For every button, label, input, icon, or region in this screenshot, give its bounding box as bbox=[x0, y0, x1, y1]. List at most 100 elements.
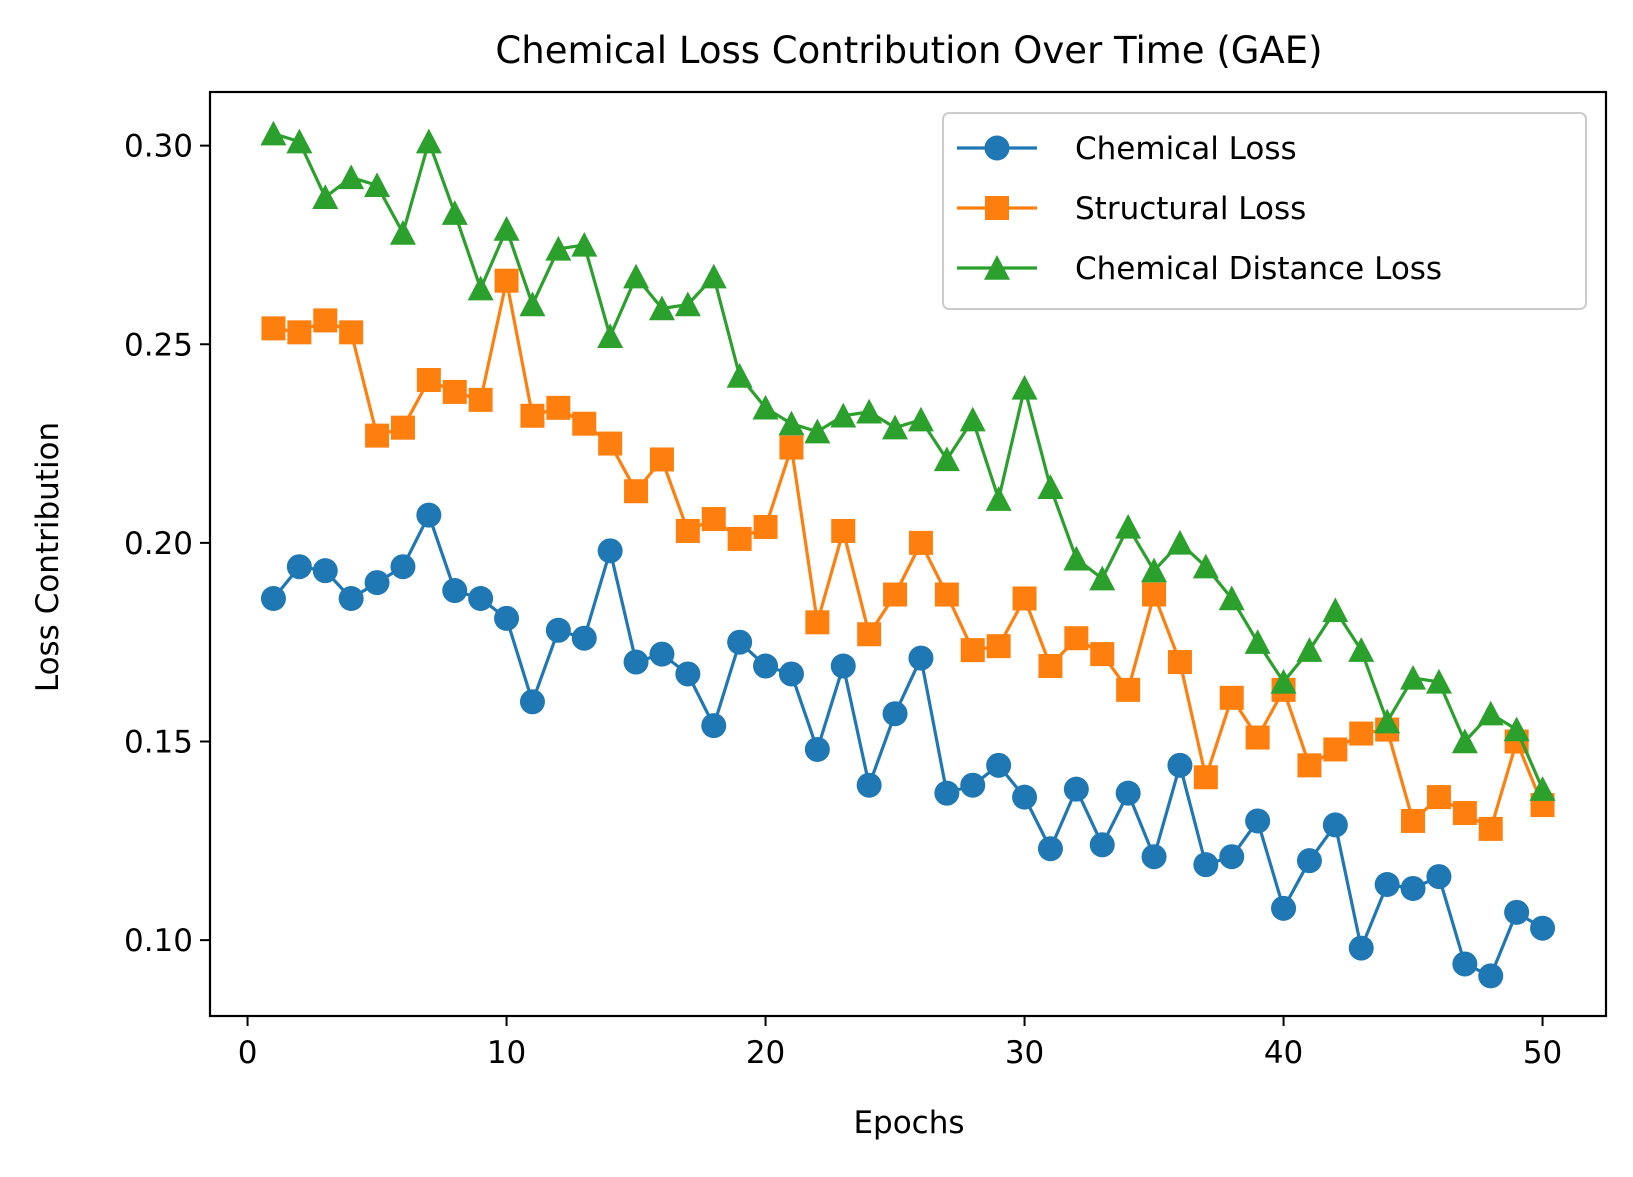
data-point bbox=[597, 323, 624, 349]
series-chemical-distance-loss bbox=[260, 120, 1556, 801]
data-point bbox=[1271, 895, 1297, 921]
data-point bbox=[571, 625, 597, 651]
y-tick-label: 0.20 bbox=[124, 526, 193, 562]
series-chemical-loss bbox=[260, 502, 1556, 989]
legend: Chemical Loss Structural Loss Chemical Dis… bbox=[942, 112, 1587, 310]
data-point bbox=[960, 638, 985, 663]
data-point bbox=[1037, 836, 1063, 862]
legend-marker bbox=[984, 255, 1010, 280]
data-point bbox=[1244, 629, 1271, 654]
data-point bbox=[856, 772, 882, 798]
data-point bbox=[313, 308, 338, 333]
data-point bbox=[1193, 765, 1218, 790]
data-point bbox=[1322, 597, 1349, 623]
data-point bbox=[857, 622, 882, 647]
data-point bbox=[339, 320, 364, 345]
legend-label: Chemical Distance Loss bbox=[1075, 251, 1442, 287]
data-point bbox=[571, 231, 598, 257]
data-point bbox=[1452, 801, 1477, 826]
legend-marker bbox=[985, 196, 1009, 220]
data-point bbox=[261, 316, 286, 341]
data-point bbox=[959, 406, 986, 432]
data-point bbox=[1374, 872, 1400, 898]
series-structural-loss bbox=[261, 268, 1555, 841]
data-point bbox=[986, 634, 1011, 659]
data-point bbox=[623, 263, 650, 289]
data-point bbox=[1089, 565, 1116, 591]
data-point bbox=[286, 554, 312, 580]
legend-item: Chemical Distance Loss bbox=[957, 251, 1442, 287]
data-point bbox=[986, 752, 1012, 778]
data-point bbox=[441, 200, 468, 225]
data-point bbox=[1245, 725, 1270, 750]
data-point bbox=[1530, 915, 1556, 941]
data-point bbox=[1192, 553, 1219, 579]
data-point bbox=[468, 387, 493, 412]
legend-box bbox=[942, 112, 1587, 310]
data-point bbox=[597, 538, 623, 564]
data-point bbox=[338, 164, 365, 190]
data-point bbox=[1193, 852, 1219, 878]
data-point bbox=[365, 423, 390, 448]
data-point bbox=[1374, 708, 1401, 734]
data-point bbox=[856, 398, 883, 424]
data-point bbox=[908, 645, 934, 671]
legend-item: Structural Loss bbox=[957, 191, 1306, 227]
data-point bbox=[1426, 864, 1452, 890]
data-point bbox=[830, 402, 857, 428]
data-point bbox=[1296, 848, 1322, 874]
data-point bbox=[390, 415, 415, 440]
data-point bbox=[1425, 668, 1452, 694]
data-point bbox=[934, 582, 959, 607]
data-point bbox=[700, 263, 727, 289]
legend-marker bbox=[984, 135, 1010, 161]
data-point bbox=[1142, 582, 1167, 607]
data-point bbox=[493, 216, 520, 241]
y-tick-label: 0.10 bbox=[124, 923, 193, 959]
data-point bbox=[1245, 808, 1271, 834]
data-point bbox=[1478, 963, 1504, 989]
data-point bbox=[338, 585, 364, 611]
legend-item: Chemical Loss bbox=[957, 131, 1297, 167]
data-point bbox=[960, 772, 986, 798]
data-point bbox=[727, 629, 753, 655]
y-tick-label: 0.30 bbox=[124, 129, 193, 165]
data-point bbox=[778, 661, 804, 687]
data-point bbox=[1400, 875, 1426, 901]
data-point bbox=[623, 649, 649, 675]
legend-items: Chemical Loss Structural Loss Chemical Dis… bbox=[957, 131, 1442, 287]
data-point bbox=[649, 641, 675, 667]
data-point bbox=[467, 275, 494, 301]
data-point bbox=[260, 120, 287, 146]
x-axis-label: Epochs bbox=[853, 1105, 964, 1141]
data-point bbox=[805, 610, 830, 635]
data-point bbox=[701, 507, 726, 532]
data-point bbox=[701, 713, 727, 739]
data-point bbox=[519, 689, 545, 715]
data-point bbox=[364, 570, 390, 596]
x-tick-label: 0 bbox=[238, 1035, 258, 1071]
data-point bbox=[675, 518, 700, 543]
data-point bbox=[1038, 654, 1063, 679]
data-point bbox=[312, 558, 338, 584]
plot-area-frame bbox=[208, 90, 1608, 1018]
data-point bbox=[882, 414, 909, 440]
data-point bbox=[648, 295, 675, 321]
data-point bbox=[1322, 812, 1348, 838]
data-point bbox=[1064, 626, 1089, 651]
data-point bbox=[1063, 545, 1090, 571]
data-point bbox=[1297, 753, 1322, 778]
data-point bbox=[726, 363, 753, 388]
data-point bbox=[779, 435, 804, 460]
data-point bbox=[1141, 844, 1167, 870]
data-point bbox=[752, 394, 779, 420]
data-point bbox=[1115, 513, 1142, 539]
data-point bbox=[1166, 529, 1193, 555]
data-point bbox=[494, 605, 520, 631]
data-point bbox=[1296, 637, 1323, 662]
data-point bbox=[1115, 780, 1141, 806]
data-point bbox=[1477, 700, 1504, 726]
data-point bbox=[442, 379, 467, 404]
data-point bbox=[753, 653, 779, 679]
